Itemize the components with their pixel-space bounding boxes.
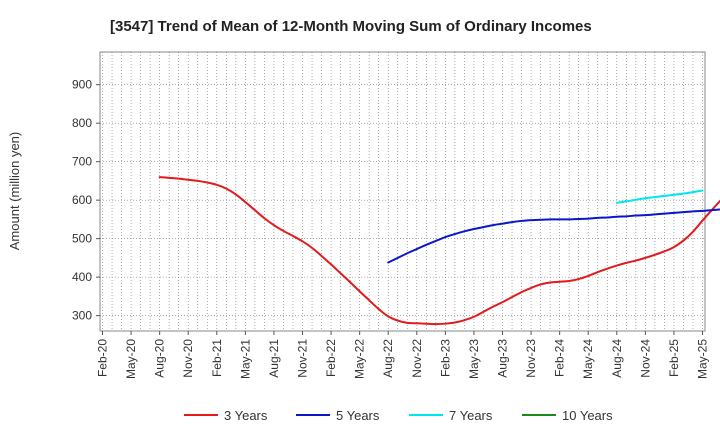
x-tick-label: Aug-23 — [496, 339, 510, 378]
x-tick-label: Aug-20 — [153, 339, 167, 378]
y-tick-label: 400 — [72, 270, 92, 284]
series-line-7-years — [615, 189, 704, 204]
y-axis: 300 400 500 600 700 800 900 — [72, 78, 100, 323]
x-tick-label: Nov-23 — [524, 339, 538, 378]
y-tick-label: 500 — [72, 232, 92, 246]
series-lines — [158, 176, 720, 326]
legend: 3 Years 5 Years 7 Years 10 Years — [184, 408, 613, 423]
x-tick-label: May-25 — [696, 339, 710, 379]
x-tick-label: May-24 — [581, 339, 595, 379]
x-tick-label: Feb-25 — [667, 339, 681, 377]
series-line-5-years — [387, 208, 720, 264]
y-tick-label: 900 — [72, 78, 92, 92]
legend-label-10-years: 10 Years — [562, 408, 613, 423]
x-tick-label: Nov-20 — [181, 339, 195, 378]
x-tick-label: May-20 — [124, 339, 138, 379]
y-tick-label: 600 — [72, 193, 92, 207]
legend-label-7-years: 7 Years — [449, 408, 493, 423]
legend-label-5-years: 5 Years — [336, 408, 380, 423]
x-tick-label: Nov-22 — [410, 339, 424, 378]
y-axis-label: Amount (million yen) — [7, 132, 22, 251]
legend-label-3-years: 3 Years — [224, 408, 268, 423]
x-tick-label: Aug-24 — [610, 339, 624, 378]
x-tick-label: May-23 — [467, 339, 481, 379]
x-tick-label: Aug-22 — [381, 339, 395, 378]
series-line-3-years — [158, 176, 720, 326]
x-tick-label: Nov-24 — [638, 339, 652, 378]
y-tick-label: 300 — [72, 309, 92, 323]
x-tick-label: Feb-20 — [96, 339, 110, 377]
x-tick-label: May-22 — [353, 339, 367, 379]
x-axis: Feb-20 May-20 Aug-20 Nov-20 Feb-21 May-21 Aug-… — [96, 331, 710, 379]
x-tick-label: Feb-21 — [210, 339, 224, 377]
y-tick-label: 800 — [72, 116, 92, 130]
chart-title: [3547] Trend of Mean of 12-Month Moving … — [110, 18, 592, 35]
y-tick-label: 700 — [72, 155, 92, 169]
x-tick-label: Feb-22 — [324, 339, 338, 377]
x-tick-label: Aug-21 — [267, 339, 281, 378]
plot-area — [99, 51, 706, 332]
x-tick-label: Feb-24 — [553, 339, 567, 377]
x-tick-label: May-21 — [238, 339, 252, 379]
grid — [100, 52, 705, 331]
x-tick-label: Nov-21 — [296, 339, 310, 378]
x-tick-label: Feb-23 — [438, 339, 452, 377]
